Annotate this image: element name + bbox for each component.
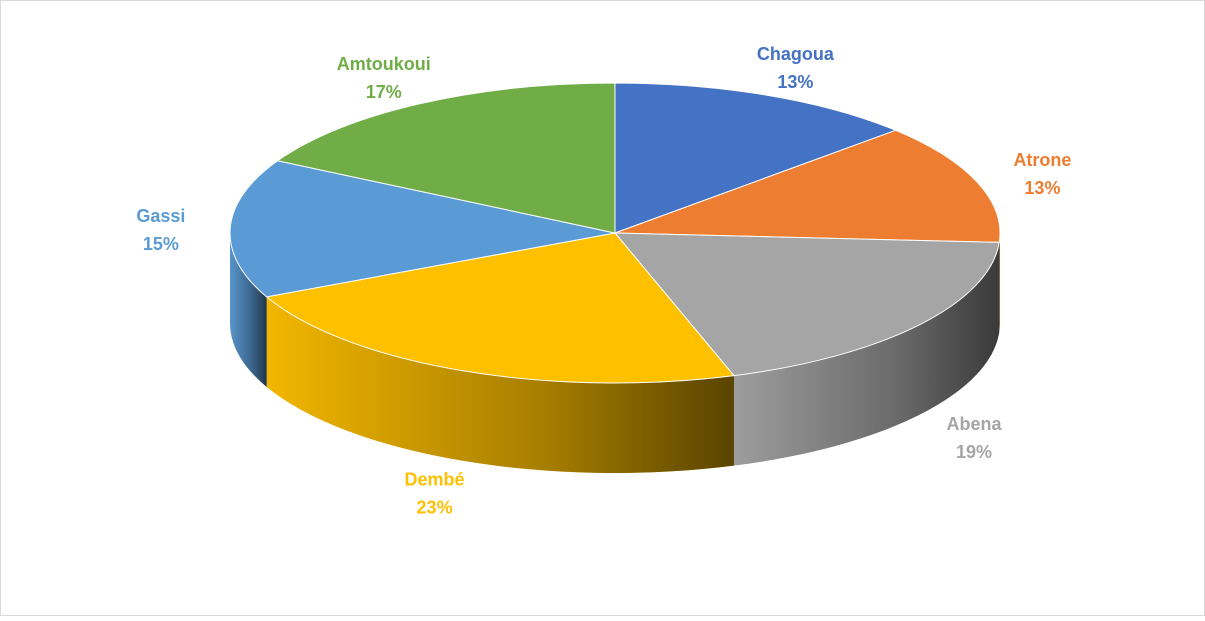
slice-label-name: Atrone: [1013, 150, 1071, 170]
slice-label-value: 13%: [1024, 178, 1060, 198]
slice-side-shade: [266, 296, 734, 474]
slice-label-value: 23%: [417, 498, 453, 518]
slice: [265, 232, 735, 384]
slice: [613, 232, 1000, 377]
slice: [276, 82, 616, 234]
slice-label-name: Gassi: [136, 206, 185, 226]
slice-side-shade: [230, 233, 267, 387]
slice-side-shade: [733, 242, 1000, 466]
slice-label-value: 17%: [366, 82, 402, 102]
slice-label-name: Chagoua: [757, 44, 835, 64]
slice-label-value: 13%: [777, 72, 813, 92]
slice-label-value: 19%: [956, 442, 992, 462]
slice-label-value: 15%: [143, 234, 179, 254]
slice: [614, 82, 898, 234]
slice: [229, 160, 616, 298]
slice-label-name: Dembé: [405, 470, 465, 490]
slice: [614, 129, 1001, 243]
slice-label-name: Abena: [946, 414, 1002, 434]
slice-side-shade: [999, 233, 1000, 333]
slice-label-name: Amtoukoui: [337, 54, 431, 74]
